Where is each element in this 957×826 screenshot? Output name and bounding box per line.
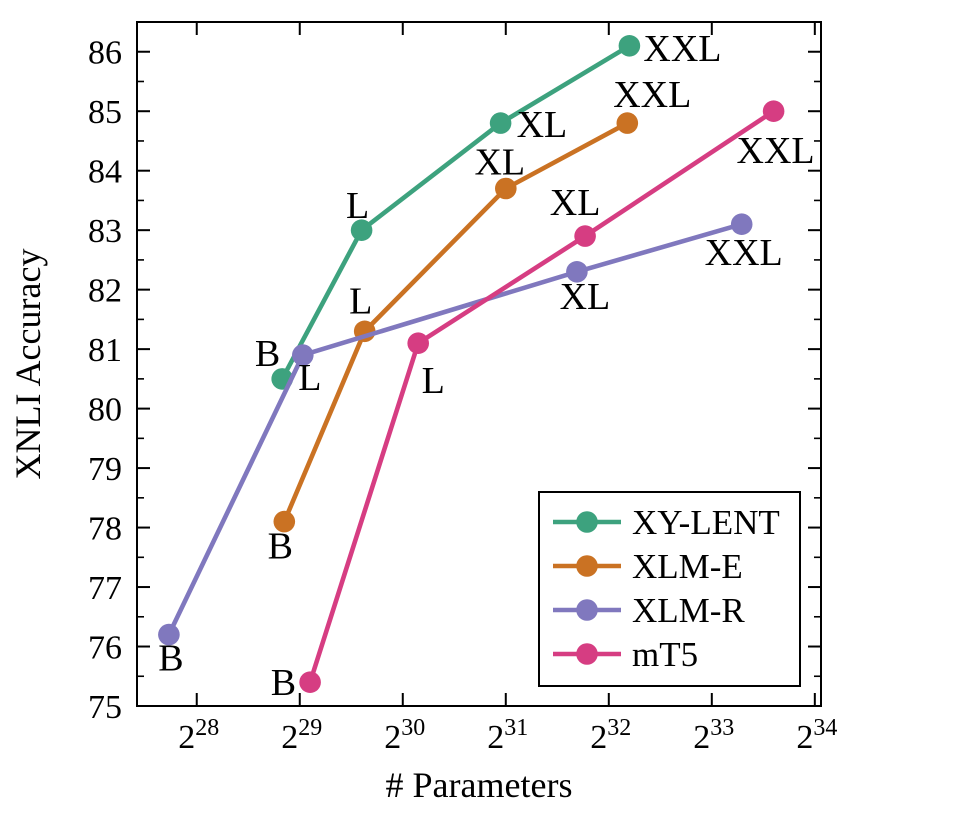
point-label-XLM-E-XXL: XXL: [613, 74, 691, 116]
legend-item-XLM-R: XLM-R: [553, 591, 745, 630]
series-group: [158, 35, 785, 693]
y-tick-label: 79: [88, 451, 122, 488]
y-tick-label: 75: [88, 689, 122, 726]
point-label-XLM-R-XL: XL: [560, 276, 611, 318]
data-point-XLM-E-XL: [495, 177, 517, 200]
point-label-XY-LENT-XXL: XXL: [643, 28, 721, 70]
series-line-XY-LENT: [279, 43, 632, 382]
data-point-XLM-E-XXL: [616, 112, 639, 134]
point-label-XLM-R-XXL: XXL: [705, 232, 783, 274]
point-label-XY-LENT-L: L: [346, 185, 369, 227]
legend-label: XLM-E: [632, 547, 743, 586]
y-tick-label: 86: [88, 35, 122, 72]
x-tick-label: 228: [178, 715, 219, 756]
x-tick-label: 232: [590, 715, 631, 756]
series-line-mT5: [307, 108, 776, 685]
x-tick-label: 231: [487, 715, 528, 756]
legend: XY-LENT XLM-E XLM-R mT5: [538, 491, 801, 687]
y-tick-label: 80: [88, 392, 122, 429]
data-point-mT5-XL: [574, 225, 596, 247]
legend-item-XY-LENT: XY-LENT: [553, 503, 780, 542]
data-point-mT5-L: [407, 332, 430, 355]
series-line-XLM-E: [281, 120, 630, 524]
point-label-XLM-R-B: B: [158, 638, 183, 680]
x-tick-label: 233: [693, 715, 734, 756]
y-axis-label: XNLI Accuracy: [8, 249, 48, 480]
y-tick-label: 78: [88, 511, 122, 548]
legend-marker-dot: [576, 555, 598, 577]
axis-ticks: 75 76 77 78 79 80 81 82 83 84 85 86 228 229 230 231 232 2…: [88, 22, 837, 756]
series-XY-LENT: [271, 35, 641, 390]
y-tick-label: 76: [88, 630, 122, 667]
point-label-XLM-E-B: B: [268, 526, 293, 568]
data-point-mT5-XXL: [762, 100, 785, 122]
point-label-XLM-R-L: L: [298, 357, 321, 399]
series-XLM-E: [273, 112, 639, 533]
data-point-mT5-B: [299, 671, 321, 693]
y-tick-label: 77: [88, 570, 122, 607]
data-point-XY-LENT-XXL: [618, 35, 641, 57]
y-tick-label: 85: [88, 94, 122, 131]
legend-label: XY-LENT: [632, 503, 780, 542]
legend-item-XLM-E: XLM-E: [553, 547, 743, 586]
y-tick-label: 82: [88, 273, 122, 310]
point-label-mT5-XL: XL: [550, 182, 601, 224]
data-point-XLM-E-B: [273, 510, 296, 533]
x-tick-label: 229: [281, 715, 322, 756]
series-mT5: [299, 100, 785, 693]
y-tick-label: 81: [88, 332, 122, 369]
y-tick-label: 84: [88, 154, 122, 191]
point-label-mT5-XXL: XXL: [737, 130, 815, 172]
data-point-XY-LENT-XL: [489, 112, 512, 134]
data-point-XLM-R-L: [292, 344, 314, 366]
point-label-XY-LENT-XL: XL: [517, 104, 568, 146]
x-tick-label: 230: [384, 715, 425, 756]
legend-marker-dot: [576, 511, 598, 533]
data-point-XLM-R-B: [158, 623, 180, 646]
data-point-XLM-R-XXL: [730, 213, 753, 235]
legend-label: mT5: [632, 635, 698, 674]
y-tick-label: 83: [88, 213, 122, 250]
legend-marker-dot: [576, 599, 598, 621]
data-point-XY-LENT-L: [350, 219, 373, 241]
point-label-XLM-E-XL: XL: [474, 142, 525, 184]
point-label-mT5-L: L: [422, 360, 445, 402]
legend-label: XLM-R: [632, 591, 745, 630]
legend-marker-dot: [576, 643, 598, 665]
x-tick-label: 234: [796, 715, 837, 756]
x-axis-label: # Parameters: [386, 765, 573, 805]
data-point-XLM-R-XL: [566, 261, 588, 283]
point-label-XY-LENT-B: B: [255, 333, 280, 375]
legend-item-mT5: mT5: [553, 635, 698, 674]
series-line-XLM-R: [166, 221, 745, 637]
point-label-mT5-B: B: [271, 662, 296, 704]
series-XLM-R: [158, 213, 753, 646]
point-label-XLM-E-L: L: [349, 280, 372, 322]
